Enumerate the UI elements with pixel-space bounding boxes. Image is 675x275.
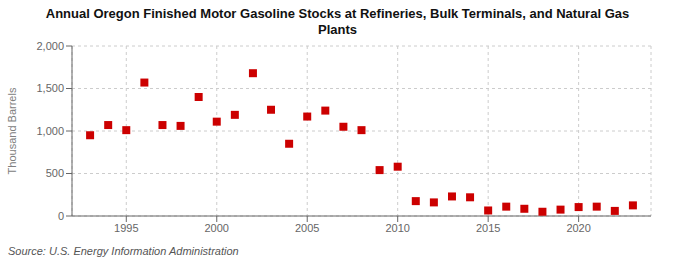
html-text:Source: U.S. Energy Informatio: Source: U.S. Energy Information Administ… bbox=[8, 245, 239, 257]
svg-text:2000: 2000 bbox=[205, 222, 229, 234]
html-text:Annual Oregon Finished Motor G: Annual Oregon Finished Motor Gasoline St… bbox=[45, 6, 630, 21]
svg-text:2,000: 2,000 bbox=[36, 40, 64, 52]
svg-text:500: 500 bbox=[46, 167, 64, 179]
svg-text:Thousand Barrels: Thousand Barrels bbox=[6, 87, 18, 174]
html-text:Plants: Plants bbox=[318, 22, 357, 37]
svg-text:2020: 2020 bbox=[566, 222, 590, 234]
svg-text:1,500: 1,500 bbox=[36, 82, 64, 94]
svg-text:1,000: 1,000 bbox=[36, 125, 64, 137]
svg-text:2010: 2010 bbox=[385, 222, 409, 234]
svg-text:1995: 1995 bbox=[114, 222, 138, 234]
svg-text:2005: 2005 bbox=[295, 222, 319, 234]
svg-text:0: 0 bbox=[58, 210, 64, 222]
svg-text:2015: 2015 bbox=[476, 222, 500, 234]
